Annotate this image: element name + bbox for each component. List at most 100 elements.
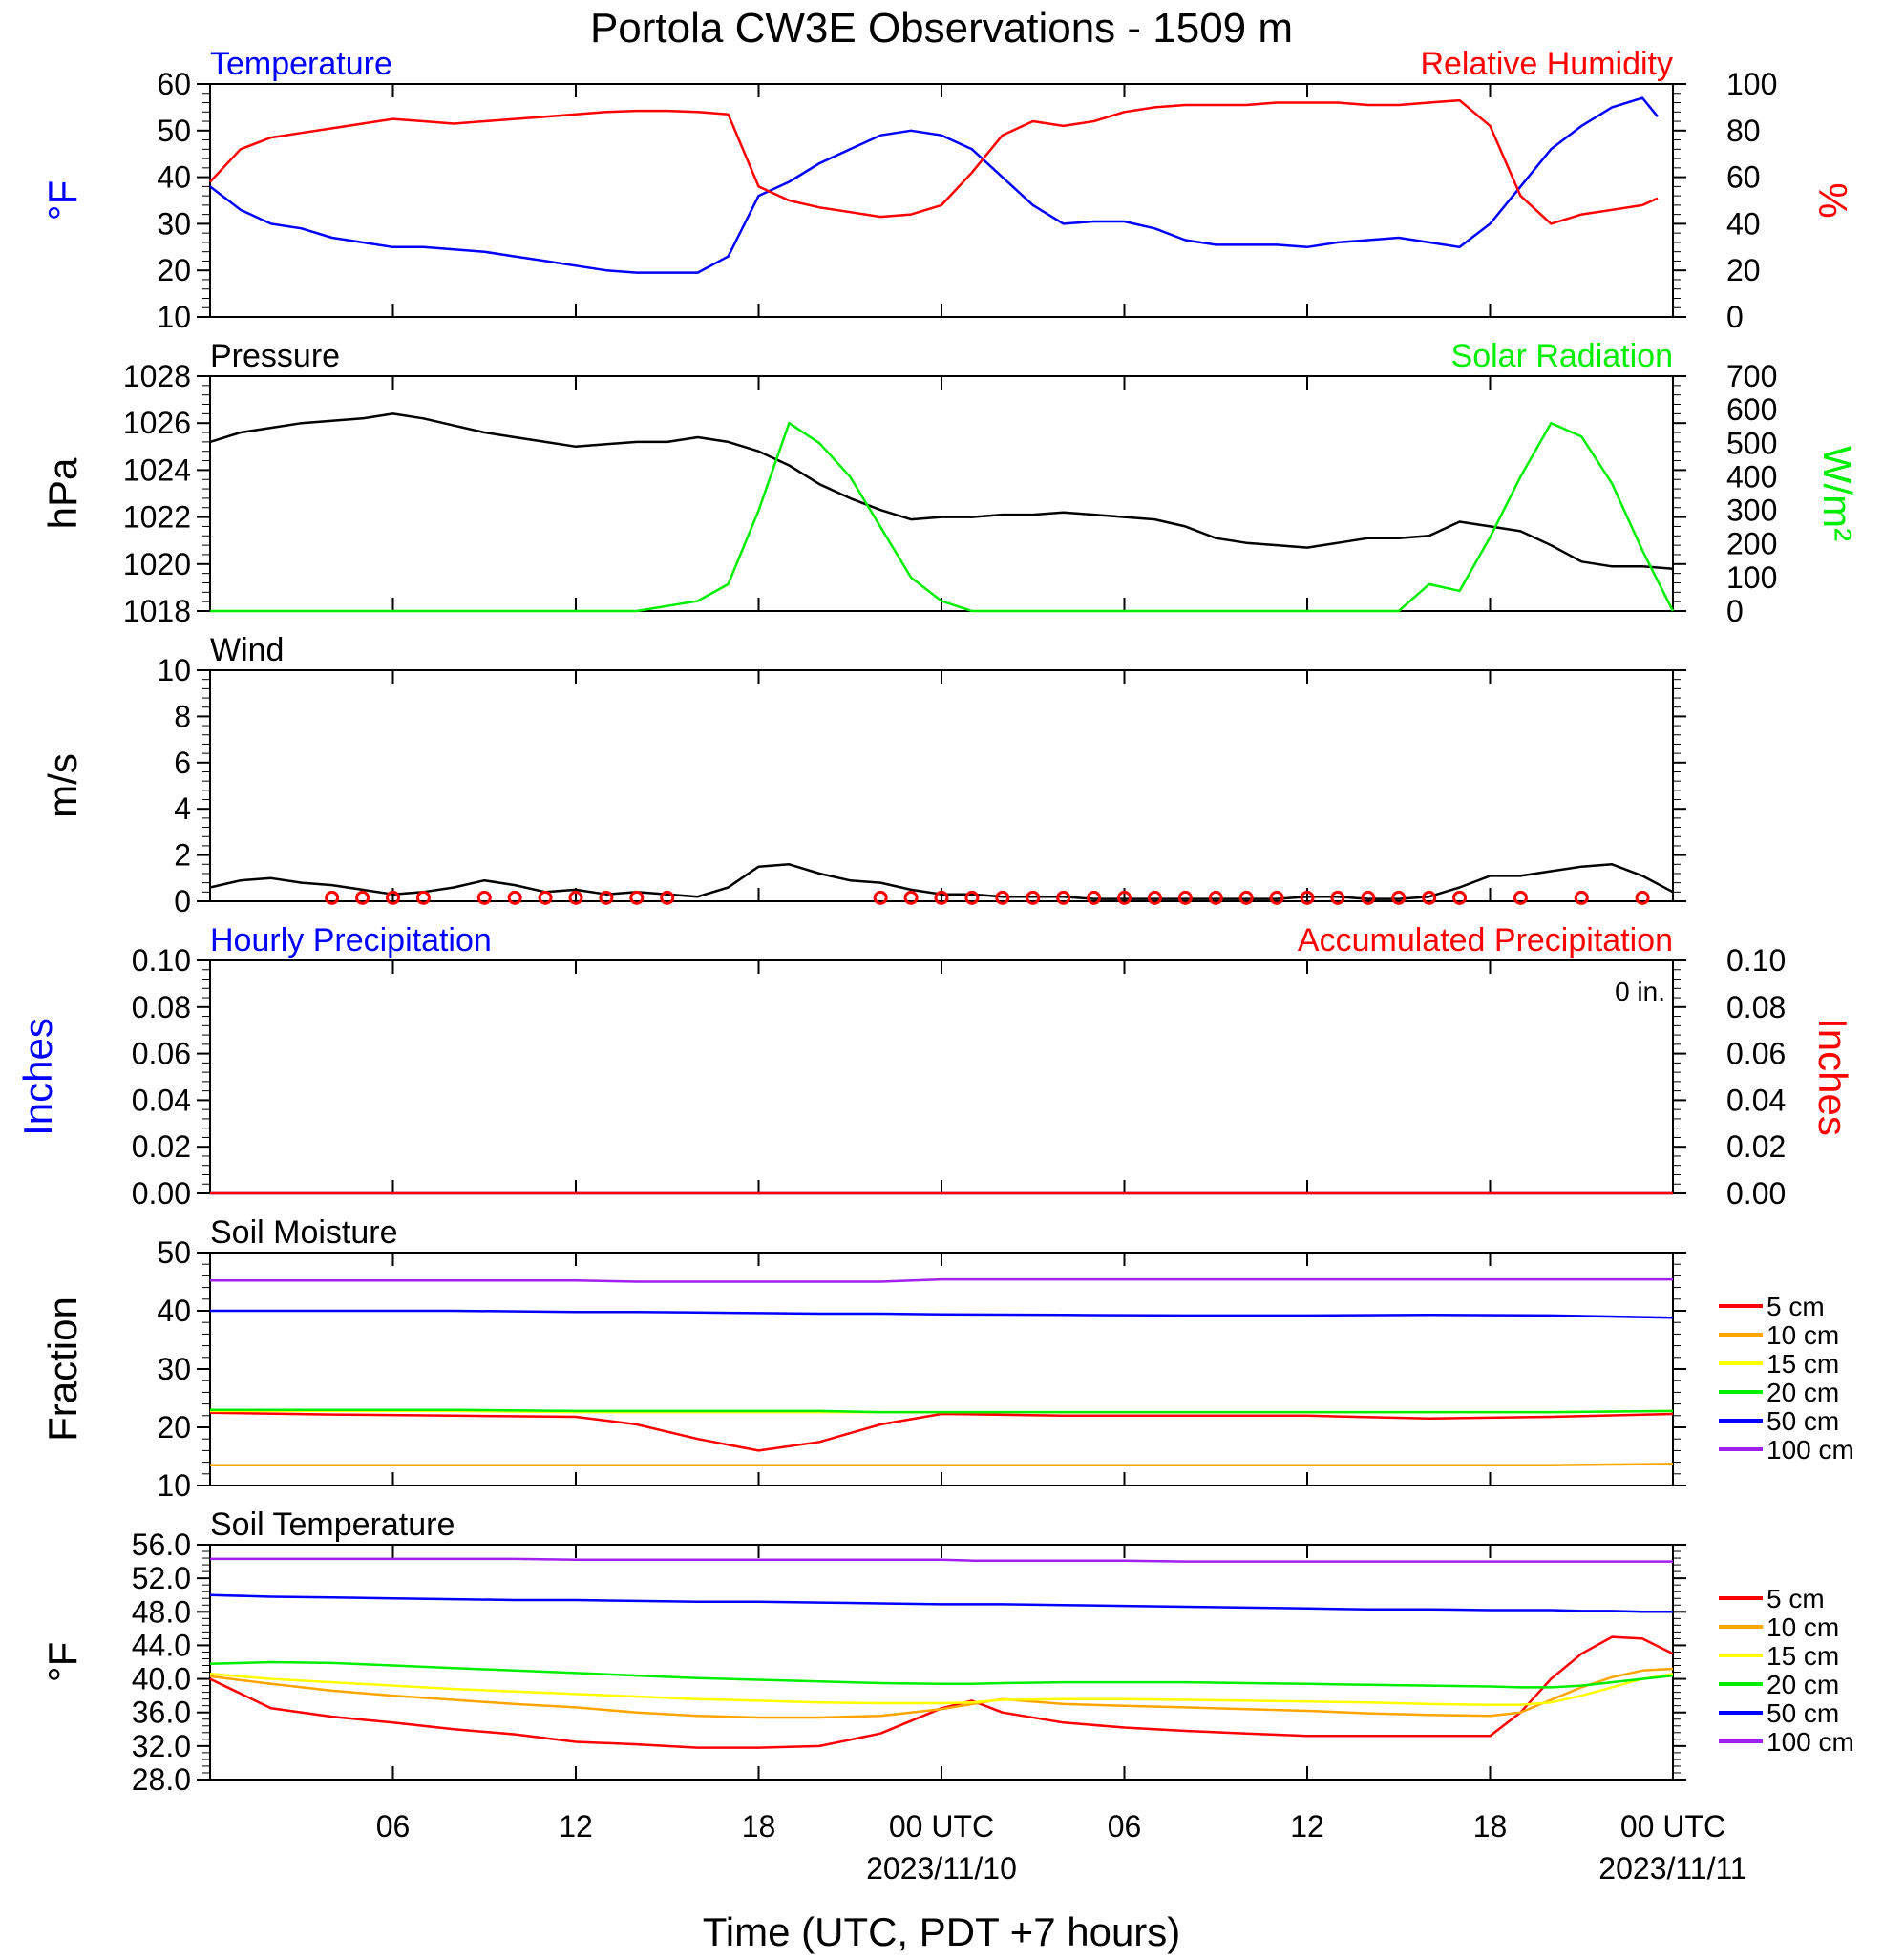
wind-calm-marker <box>995 890 1010 905</box>
y-tick-label: 56.0 <box>132 1528 191 1562</box>
legend-label: 15 cm <box>1767 1349 1839 1379</box>
series-line-5-cm <box>209 1411 1674 1452</box>
series-line-20-cm <box>210 1408 1674 1414</box>
series-line-100-cm <box>210 1557 1673 1563</box>
y-tick-label: 0 <box>174 884 191 918</box>
y-tick-label: 0.08 <box>132 990 191 1024</box>
wind-calm-marker <box>1026 890 1041 905</box>
y-tick-label: 30 <box>157 206 191 241</box>
y-tick-label: 1026 <box>123 406 191 440</box>
series-line-100-cm <box>210 1277 1673 1283</box>
y-axis-label-left: Inches <box>15 1018 60 1136</box>
legend-label: 20 cm <box>1767 1670 1839 1699</box>
panel-precipitation: 0.10 0.08 0.06 0.04 0.02 0.00 0.10 0.08 0.06 0.04… <box>15 922 1855 1211</box>
y-tick-label: 4 <box>174 791 191 826</box>
y-tick-label: 32.0 <box>132 1729 191 1763</box>
y-tick-label: 44.0 <box>132 1628 191 1662</box>
wind-calm-marker <box>1574 890 1589 905</box>
series-line-15-cm <box>209 1673 1674 1707</box>
wind-calm-marker <box>1635 890 1650 905</box>
legend-label: 5 cm <box>1767 1584 1825 1613</box>
y-tick-label: 1020 <box>123 547 191 581</box>
x-date-label: 2023/11/11 <box>1598 1851 1746 1886</box>
y-tick-label: 1022 <box>123 500 191 535</box>
series-line-pressure <box>209 412 1674 570</box>
right-y-tick-label: 0.00 <box>1726 1176 1786 1211</box>
series-line-5-cm <box>209 1635 1674 1749</box>
y-tick-label: 0.04 <box>132 1083 191 1117</box>
wind-calm-marker <box>1177 890 1193 905</box>
wind-calm-marker <box>507 890 522 905</box>
y-tick-label: 1018 <box>123 594 191 628</box>
x-tick-label: 12 <box>1290 1809 1324 1844</box>
series-line-50-cm <box>209 1593 1673 1613</box>
x-tick-label: 12 <box>559 1809 593 1844</box>
right-y-tick-label: 0.02 <box>1726 1129 1786 1164</box>
panel-title-left: Soil Moisture <box>210 1214 398 1251</box>
wind-calm-marker <box>1391 890 1407 905</box>
right-y-tick-label: 100 <box>1726 560 1777 595</box>
wind-calm-marker <box>1361 890 1376 905</box>
wind-calm-marker <box>1147 890 1162 905</box>
right-y-tick-label: 40 <box>1726 206 1761 241</box>
y-axis-label-left: m/s <box>40 753 85 818</box>
right-y-tick-label: 200 <box>1726 527 1777 561</box>
y-tick-label: 0.00 <box>132 1176 191 1211</box>
wind-calm-marker <box>1056 890 1071 905</box>
panel-title-right: Relative Humidity <box>1420 46 1673 82</box>
plot-frame <box>209 959 1674 1194</box>
x-tick-label: 00 UTC <box>889 1809 994 1844</box>
right-y-tick-label: 60 <box>1726 160 1761 195</box>
y-tick-label: 48.0 <box>132 1594 191 1629</box>
legend-label: 20 cm <box>1767 1378 1839 1407</box>
y-tick-label: 0.02 <box>132 1129 191 1164</box>
plot-frame <box>209 1544 1674 1781</box>
right-y-tick-label: 0.06 <box>1726 1037 1786 1071</box>
x-tick-label: 18 <box>1473 1809 1508 1844</box>
plot-frame <box>209 669 1674 902</box>
x-tick-label: 18 <box>742 1809 776 1844</box>
y-axis-label-left: °F <box>40 1642 85 1682</box>
wind-calm-marker <box>1452 890 1468 905</box>
right-y-tick-label: 0.04 <box>1726 1083 1786 1117</box>
panel-pressure-solar: 1028 1026 1024 1022 1020 1018 7006005004003002… <box>40 338 1860 628</box>
y-tick-label: 40.0 <box>132 1662 191 1697</box>
series-line-wind-speed <box>209 863 1674 900</box>
wind-calm-marker <box>476 890 492 905</box>
y-tick-label: 10 <box>157 300 191 334</box>
wind-calm-marker <box>1330 890 1345 905</box>
right-y-tick-label: 0.08 <box>1726 990 1786 1024</box>
wind-calm-marker <box>1117 890 1132 905</box>
wind-calm-marker <box>325 890 340 905</box>
panel-temperature-humidity: 60 50 40 30 20 10 100 80 60 40 20 0 Temperature Relat… <box>40 46 1855 334</box>
legend-label: 10 cm <box>1767 1612 1839 1642</box>
series-line-solar-radiation <box>210 421 1675 613</box>
plot-frame <box>209 1252 1674 1486</box>
y-tick-label: 0.06 <box>132 1037 191 1071</box>
y-axis-label-left: hPa <box>40 457 85 529</box>
panel-soil-temperature: 56.052.048.044.040.036.032.028.0 Soil Tem… <box>40 1507 1854 1797</box>
x-axis-label: Time (UTC, PDT +7 hours) <box>703 1909 1181 1954</box>
y-tick-label: 1028 <box>123 359 191 393</box>
wind-calm-marker <box>1300 890 1315 905</box>
wind-calm-marker <box>903 890 919 905</box>
wind-calm-marker <box>964 890 980 905</box>
wind-calm-marker <box>1087 890 1102 905</box>
right-y-tick-label: 100 <box>1726 67 1777 101</box>
y-tick-label: 50 <box>157 1235 191 1270</box>
y-tick-label: 10 <box>157 1468 191 1503</box>
wind-calm-marker <box>538 890 553 905</box>
panel-title-left: Wind <box>210 632 284 668</box>
panel-title-left: Soil Temperature <box>210 1507 455 1543</box>
right-y-tick-label: 0.10 <box>1726 943 1786 978</box>
y-tick-label: 20 <box>157 1410 191 1444</box>
wind-calm-marker <box>355 890 370 905</box>
plot-frame <box>209 375 1674 612</box>
y-tick-label: 10 <box>157 653 191 687</box>
wind-calm-marker <box>660 890 675 905</box>
x-tick-label: 06 <box>1108 1809 1142 1844</box>
right-y-tick-label: 20 <box>1726 253 1761 287</box>
legend-label: 100 cm <box>1767 1435 1854 1465</box>
